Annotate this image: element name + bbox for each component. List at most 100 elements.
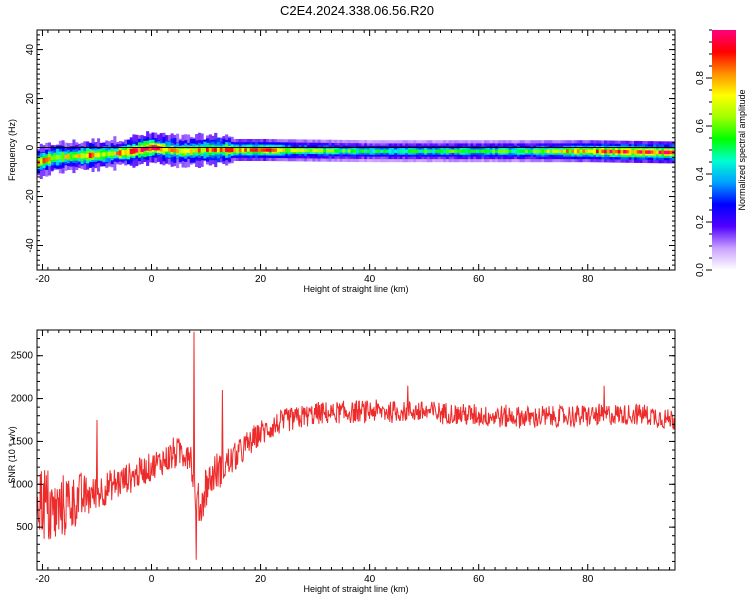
spectral-cell [437, 149, 441, 153]
spectral-cell [650, 150, 654, 154]
spectral-cell [527, 149, 531, 153]
spectral-cell [407, 149, 411, 153]
spectral-cell [565, 149, 569, 153]
spectral-cell [167, 147, 171, 152]
spectral-cell [549, 149, 553, 153]
spectral-cell [157, 146, 161, 151]
spectral-cell [39, 159, 43, 164]
spectral-cell [590, 149, 594, 153]
spectral-cell [129, 148, 133, 155]
spectral-cell [320, 149, 324, 153]
spectrogram-frame [36, 29, 676, 271]
spectral-cell [546, 149, 550, 153]
spectral-cell [653, 150, 657, 154]
y-tick-label: 20 [25, 93, 36, 105]
spectral-cell [107, 151, 111, 157]
spectral-cell [503, 149, 507, 153]
colorbar-tick-label: 0.8 [695, 71, 706, 85]
spectral-cell [484, 149, 488, 153]
spectrogram-ticks: -20 0 20 40 60 80 40 20 0 -20 -40 [25, 29, 675, 285]
spectral-cell [402, 149, 406, 153]
spectral-cell [42, 158, 46, 164]
spectral-cell [506, 149, 510, 153]
spectrogram-y-label: Frequency (Hz) [7, 119, 17, 181]
spectral-cell [102, 152, 106, 157]
spectral-cell [598, 149, 602, 154]
spectral-cell [312, 148, 316, 153]
x-tick-label: 0 [149, 574, 155, 585]
spectral-cell [399, 149, 403, 153]
spectrogram-panel: -20 0 20 40 60 80 40 20 0 -20 -40 Height of straig… [7, 29, 676, 294]
spectral-cell [296, 148, 300, 153]
spectral-cell [200, 147, 204, 153]
spectral-cell [486, 149, 490, 153]
spectral-cell [615, 149, 619, 154]
spectral-cell [364, 149, 368, 153]
spectral-cell [137, 148, 141, 152]
x-tick-label: -20 [35, 274, 50, 285]
spectral-cell [97, 152, 101, 158]
spectral-cell [230, 147, 234, 153]
x-tick-label: 0 [149, 274, 155, 285]
spectral-cell [647, 150, 651, 154]
spectral-cell [459, 149, 463, 153]
spectral-cell [293, 148, 297, 153]
spectral-cell [585, 149, 589, 153]
spectral-cell [380, 149, 384, 153]
spectral-cell [328, 149, 332, 153]
spectral-cell [345, 149, 349, 153]
spectral-cell [508, 149, 512, 153]
spectral-cell [544, 149, 548, 153]
spectral-cell [208, 147, 212, 153]
spectral-cell [358, 149, 362, 153]
spectral-cell [587, 149, 591, 153]
spectral-cell [298, 148, 302, 153]
spectral-cell [88, 152, 92, 158]
spectral-cell [625, 150, 629, 154]
spectral-cell [451, 149, 455, 153]
x-tick-label: 40 [364, 274, 376, 285]
spectral-cell [443, 149, 447, 153]
x-tick-label: 60 [473, 274, 485, 285]
spectral-cell [143, 147, 147, 151]
spectral-cell [255, 148, 259, 152]
spectral-cell [116, 151, 120, 155]
spectral-cell [252, 148, 256, 152]
y-tick-label: 1000 [11, 479, 34, 490]
y-tick-label: 2000 [11, 394, 34, 405]
spectral-cell [639, 150, 643, 154]
spectral-cell [634, 150, 638, 154]
spectral-cell [481, 149, 485, 153]
spectral-cell [187, 148, 191, 153]
snr-frame [36, 329, 676, 571]
spectral-cell [631, 150, 635, 154]
spectral-cell [197, 148, 201, 153]
spectral-cell [347, 149, 351, 153]
spectral-cell [533, 149, 537, 153]
spectral-cell [118, 150, 122, 156]
spectral-cell [69, 153, 73, 159]
spectral-cell [271, 148, 275, 152]
spectral-cell [178, 148, 182, 154]
spectral-cell [301, 148, 305, 153]
spectral-cell [146, 146, 150, 151]
spectral-cell [576, 149, 580, 153]
spectral-cell [58, 155, 62, 159]
spectral-cell [285, 148, 289, 152]
spectral-cell [350, 149, 354, 153]
spectral-cell [50, 156, 54, 160]
spectral-cell [287, 148, 291, 152]
spectral-cell [476, 149, 480, 153]
spectral-cell [233, 148, 237, 152]
spectral-cell [421, 149, 425, 153]
chart-title: C2E4.2024.338.06.56.R20 [280, 3, 434, 18]
spectral-cell [669, 150, 673, 155]
snr-series-line [37, 331, 675, 560]
spectral-cell [331, 149, 335, 153]
spectral-cell [432, 149, 436, 153]
spectral-cell [105, 152, 109, 157]
y-tick-label: 1500 [11, 436, 34, 447]
spectral-cell [83, 153, 87, 158]
spectral-cell [617, 150, 621, 154]
spectral-cell [497, 149, 501, 153]
